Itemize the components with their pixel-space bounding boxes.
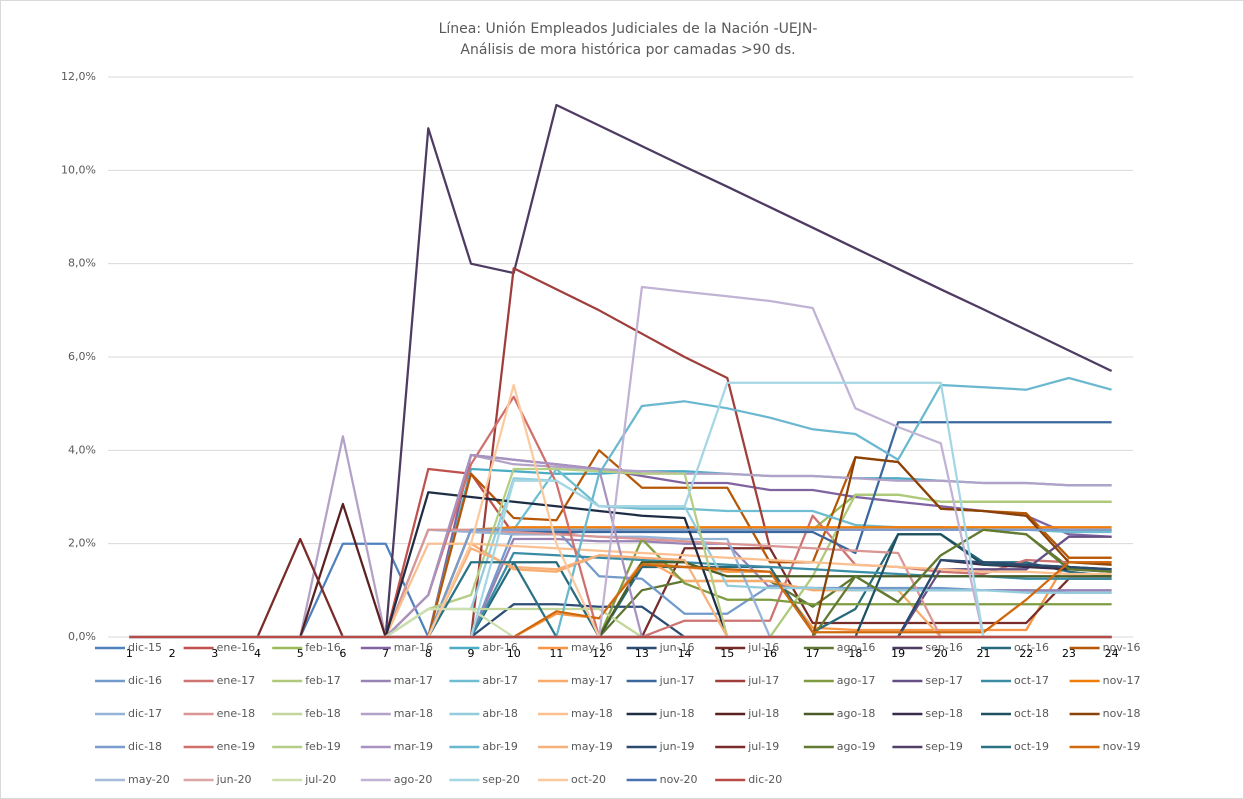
x-tick-label: 17 [806,647,820,660]
legend-label: may-16 [571,641,613,654]
legend-label: mar-19 [394,740,433,753]
x-tick-label: 5 [297,647,304,660]
legend-label: oct-18 [1014,707,1049,720]
legend-label: dic-18 [128,740,162,753]
legend-label: ago-16 [837,641,876,654]
y-tick-label: 0,0% [68,630,96,643]
legend-label: sep-17 [925,674,962,687]
x-tick-label: 4 [254,647,261,660]
y-tick-label: 4,0% [68,443,96,456]
legend-label: jul-18 [747,707,779,720]
chart-subtitle: Análisis de mora histórica por camadas >… [460,42,795,58]
x-tick-label: 2 [169,647,176,660]
legend-label: may-19 [571,740,613,753]
x-tick-label: 13 [635,647,649,660]
x-tick-label: 24 [1105,647,1119,660]
x-tick-label: 20 [934,647,948,660]
legend-label: nov-17 [1103,674,1141,687]
x-tick-label: 8 [425,647,432,660]
legend-label: jul-17 [747,674,779,687]
y-tick-label: 8,0% [68,257,96,270]
legend-label: dic-20 [748,773,782,786]
legend-label: dic-17 [128,707,162,720]
legend-label: mar-16 [394,641,433,654]
legend-label: ene-19 [217,740,255,753]
legend-label: oct-17 [1014,674,1049,687]
legend-label: ago-17 [837,674,876,687]
legend-label: may-17 [571,674,613,687]
x-tick-label: 6 [339,647,346,660]
x-tick-label: 23 [1062,647,1076,660]
y-tick-label: 12,0% [61,70,96,83]
chart-title: Línea: Unión Empleados Judiciales de la … [439,21,818,37]
x-tick-label: 1 [126,647,133,660]
legend-label: nov-18 [1103,707,1141,720]
legend-label: jun-18 [659,707,695,720]
legend-label: sep-16 [925,641,962,654]
legend-label: nov-16 [1103,641,1141,654]
legend-label: mar-18 [394,707,433,720]
x-tick-label: 21 [977,647,991,660]
legend-label: jun-16 [659,641,695,654]
legend-label: dic-16 [128,674,162,687]
legend-label: oct-19 [1014,740,1049,753]
legend-label: ene-16 [217,641,255,654]
x-tick-label: 22 [1019,647,1033,660]
legend-label: jul-19 [747,740,779,753]
legend-label: feb-16 [305,641,341,654]
legend-label: nov-19 [1103,740,1141,753]
legend-label: may-20 [128,773,170,786]
x-tick-label: 12 [592,647,606,660]
legend-label: abr-17 [482,674,518,687]
legend-label: sep-20 [482,773,519,786]
legend-label: abr-19 [482,740,518,753]
legend-label: ago-19 [837,740,876,753]
legend-label: ago-20 [394,773,433,786]
y-tick-label: 2,0% [68,537,96,550]
x-tick-label: 3 [211,647,218,660]
x-tick-label: 9 [468,647,475,660]
x-tick-label: 16 [763,647,777,660]
x-tick-label: 11 [549,647,563,660]
legend-label: jun-17 [659,674,695,687]
legend-label: jul-16 [747,641,779,654]
x-tick-label: 18 [848,647,862,660]
y-tick-label: 6,0% [68,350,96,363]
legend-label: mar-17 [394,674,433,687]
legend-label: ene-18 [217,707,255,720]
legend-label: ago-18 [837,707,876,720]
legend-label: feb-17 [305,674,341,687]
legend-label: jun-19 [659,740,695,753]
x-tick-label: 19 [891,647,905,660]
x-tick-label: 14 [678,647,692,660]
x-tick-label: 10 [507,647,521,660]
legend-label: sep-19 [925,740,962,753]
legend-label: ene-17 [217,674,255,687]
legend-label: may-18 [571,707,613,720]
legend-label: jun-20 [216,773,252,786]
x-tick-label: 15 [720,647,734,660]
legend-label: sep-18 [925,707,962,720]
legend-label: abr-16 [482,641,518,654]
x-tick-label: 7 [382,647,389,660]
legend-label: nov-20 [660,773,698,786]
legend-label: jul-20 [304,773,336,786]
legend-label: dic-15 [128,641,162,654]
legend-label: abr-18 [482,707,518,720]
legend-label: feb-18 [305,707,341,720]
legend-label: oct-16 [1014,641,1049,654]
y-tick-label: 10,0% [61,163,96,176]
legend-label: oct-20 [571,773,606,786]
legend-label: feb-19 [305,740,341,753]
